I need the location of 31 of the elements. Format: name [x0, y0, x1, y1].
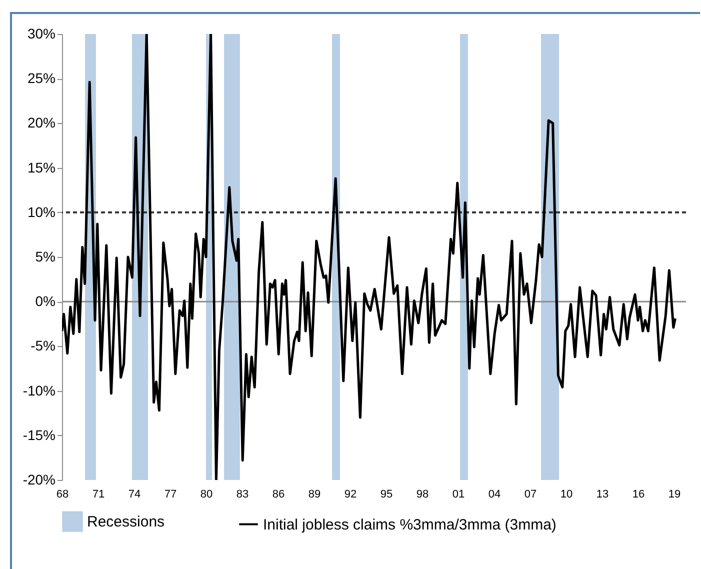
x-tick-label: 16	[632, 488, 645, 500]
x-tick-label: 74	[128, 488, 141, 500]
x-tick-label: 71	[92, 488, 105, 500]
x-tick-label: 10	[560, 488, 573, 500]
y-tick-label: 20%	[27, 114, 56, 131]
x-tick-label: 98	[416, 488, 429, 500]
x-tick-label: 92	[344, 488, 357, 500]
y-tick-label: -10%	[22, 382, 56, 398]
x-tick-label: 68	[56, 488, 69, 500]
x-tick-label: 86	[272, 488, 285, 500]
y-tick-label: 30%	[27, 26, 56, 42]
x-tick-label: 13	[596, 488, 609, 500]
y-tick-label: -5%	[30, 338, 56, 354]
y-tick-label: 15%	[27, 159, 56, 176]
y-tick-label: 10%	[27, 204, 56, 220]
x-tick-label: 19	[668, 488, 681, 500]
x-tick-label: 77	[164, 488, 177, 500]
x-tick-label: 95	[380, 488, 393, 500]
x-tick-label: 89	[308, 488, 321, 500]
x-tick-label: 04	[488, 488, 501, 500]
x-tick-label: 83	[236, 488, 249, 500]
y-tick-label: 25%	[27, 70, 56, 86]
y-tick-label: -15%	[22, 426, 56, 443]
y-tick-label: -20%	[22, 472, 56, 488]
x-tick-label: 07	[524, 488, 537, 500]
y-tick-label: 0%	[35, 293, 56, 310]
legend-label: Recessions	[87, 514, 165, 531]
x-tick-label: 01	[452, 488, 465, 500]
legend-label: Initial jobless claims %3mma/3mma (3mma)	[263, 516, 556, 534]
y-tick-label: 5%	[35, 248, 56, 264]
x-tick-label: 80	[200, 488, 213, 500]
